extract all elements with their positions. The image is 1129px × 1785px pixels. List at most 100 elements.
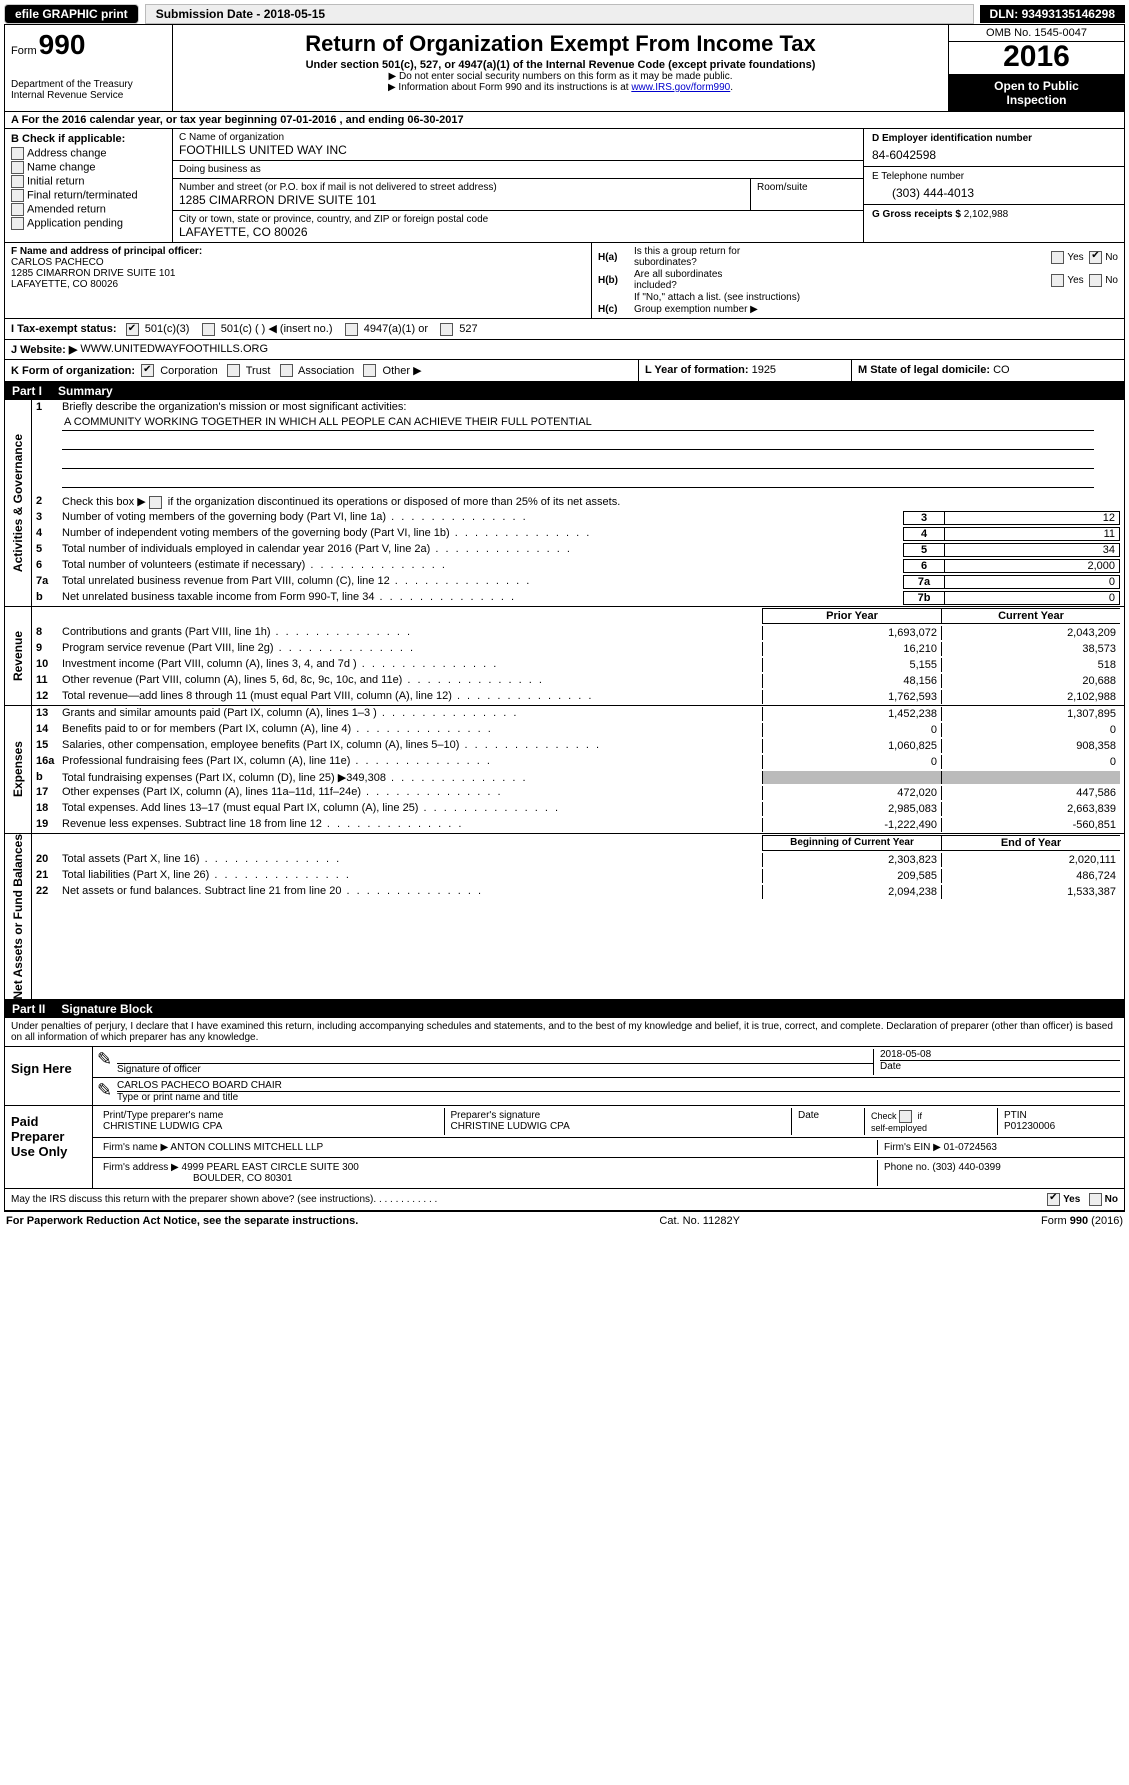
- summary-line-4: Number of independent voting members of …: [62, 527, 899, 541]
- open-to-public: Open to PublicInspection: [949, 75, 1124, 111]
- checkbox-527[interactable]: [440, 323, 453, 336]
- dln: DLN: 93493135146298: [980, 5, 1125, 23]
- checkbox-discuss-yes[interactable]: [1047, 1193, 1060, 1206]
- checkbox-association[interactable]: [280, 364, 293, 377]
- firm-name: ANTON COLLINS MITCHELL LLP: [170, 1142, 323, 1153]
- checkbox-trust[interactable]: [227, 364, 240, 377]
- street-value: 1285 CIMARRON DRIVE SUITE 101: [179, 193, 744, 207]
- mission-label: Briefly describe the organization's miss…: [62, 401, 1120, 413]
- line-10-text: Investment income (Part VIII, column (A)…: [62, 658, 762, 672]
- ptin-value: P01230006: [1004, 1121, 1114, 1132]
- line-b-text: Total fundraising expenses (Part IX, col…: [62, 771, 762, 784]
- summary-line-3: Number of voting members of the governin…: [62, 511, 899, 525]
- perjury-statement: Under penalties of perjury, I declare th…: [5, 1018, 1124, 1047]
- efile-print-button[interactable]: efile GRAPHIC print: [4, 4, 139, 24]
- room-suite-label: Room/suite: [751, 179, 863, 210]
- line-19-current: -560,851: [941, 818, 1120, 832]
- officer-label: F Name and address of principal officer:: [11, 246, 585, 257]
- sig-officer-label: Signature of officer: [117, 1064, 873, 1075]
- summary-value-b: 0: [945, 591, 1120, 605]
- checkbox-self-employed[interactable]: [899, 1110, 912, 1123]
- form-number: Form990: [11, 29, 166, 61]
- checkbox-other[interactable]: [363, 364, 376, 377]
- tax-year: 2016: [949, 42, 1124, 75]
- city-value: LAFAYETTE, CO 80026: [179, 225, 857, 239]
- vlabel-revenue: Revenue: [11, 631, 25, 681]
- end-year-header: End of Year: [941, 835, 1120, 851]
- submission-date: Submission Date - 2018-05-15: [145, 4, 974, 24]
- summary-value-3: 12: [945, 511, 1120, 525]
- checkbox-hb-no[interactable]: [1089, 274, 1102, 287]
- ein-value: 84-6042598: [872, 148, 1116, 162]
- ein-label: D Employer identification number: [872, 133, 1116, 144]
- line-15-prior: 1,060,825: [762, 739, 941, 753]
- summary-value-4: 11: [945, 527, 1120, 541]
- page-footer: For Paperwork Reduction Act Notice, see …: [4, 1211, 1125, 1230]
- line-14-current: 0: [941, 723, 1120, 737]
- line-18-current: 2,663,839: [941, 802, 1120, 816]
- paid-preparer-label: Paid Preparer Use Only: [5, 1106, 93, 1188]
- line-17-text: Other expenses (Part IX, column (A), lin…: [62, 786, 762, 800]
- row-i-tax-exempt: I Tax-exempt status: 501(c)(3) 501(c) ( …: [4, 319, 1125, 340]
- col-b-checkboxes: B Check if applicable: Address change Na…: [5, 129, 173, 242]
- line-9-current: 38,573: [941, 642, 1120, 656]
- irs-link[interactable]: www.IRS.gov/form990: [631, 82, 730, 93]
- sig-date-label: Date: [880, 1061, 1120, 1072]
- checkbox-application-pending[interactable]: [11, 217, 24, 230]
- checkbox-amended[interactable]: [11, 203, 24, 216]
- firm-ein: 01-0724563: [944, 1142, 997, 1153]
- line-10-prior: 5,155: [762, 658, 941, 672]
- line-18-text: Total expenses. Add lines 13–17 (must eq…: [62, 802, 762, 816]
- checkbox-4947[interactable]: [345, 323, 358, 336]
- line-17-current: 447,586: [941, 786, 1120, 800]
- checkbox-discontinued[interactable]: [149, 496, 162, 509]
- line-17-prior: 472,020: [762, 786, 941, 800]
- ssn-warning: ▶ Do not enter social security numbers o…: [179, 71, 942, 82]
- checkbox-corporation[interactable]: [141, 364, 154, 377]
- line-8-text: Contributions and grants (Part VIII, lin…: [62, 626, 762, 640]
- firm-addr1: 4999 PEARL EAST CIRCLE SUITE 300: [182, 1162, 359, 1173]
- row-j-website: J Website: ▶ WWW.UNITEDWAYFOOTHILLS.ORG: [4, 340, 1125, 360]
- line-12-text: Total revenue—add lines 8 through 11 (mu…: [62, 690, 762, 704]
- preparer-sig: CHRISTINE LUDWIG CPA: [451, 1121, 786, 1132]
- line-13-current: 1,307,895: [941, 707, 1120, 721]
- col-h: H(a) Is this a group return forsubordina…: [592, 243, 1124, 318]
- org-name: FOOTHILLS UNITED WAY INC: [179, 143, 857, 157]
- checkbox-final-return[interactable]: [11, 189, 24, 202]
- checkbox-initial-return[interactable]: [11, 175, 24, 188]
- checkbox-501c3[interactable]: [126, 323, 139, 336]
- checkbox-hb-yes[interactable]: [1051, 274, 1064, 287]
- line-22-prior: 2,094,238: [762, 885, 941, 899]
- officer-addr1: 1285 CIMARRON DRIVE SUITE 101: [11, 268, 585, 279]
- line-15-text: Salaries, other compensation, employee b…: [62, 739, 762, 753]
- part-2-header: Part IISignature Block: [4, 1000, 1125, 1018]
- line-20-current: 2,020,111: [941, 853, 1120, 867]
- checkbox-501c[interactable]: [202, 323, 215, 336]
- line-16a-current: 0: [941, 755, 1120, 769]
- checkbox-discuss-no[interactable]: [1089, 1193, 1102, 1206]
- line-20-text: Total assets (Part X, line 16): [62, 853, 762, 867]
- current-year-header: Current Year: [941, 608, 1120, 624]
- row-a-tax-year: A For the 2016 calendar year, or tax yea…: [4, 112, 1125, 129]
- checkbox-name-change[interactable]: [11, 161, 24, 174]
- line-20-prior: 2,303,823: [762, 853, 941, 867]
- gross-receipts-value: 2,102,988: [964, 209, 1009, 220]
- mission-text: A COMMUNITY WORKING TOGETHER IN WHICH AL…: [62, 416, 1094, 431]
- line-8-prior: 1,693,072: [762, 626, 941, 640]
- gross-receipts-label: G Gross receipts $: [872, 209, 961, 220]
- checkbox-ha-no[interactable]: [1089, 251, 1102, 264]
- line-18-prior: 2,985,083: [762, 802, 941, 816]
- form-subtitle: Under section 501(c), 527, or 4947(a)(1)…: [179, 59, 942, 71]
- telephone-label: E Telephone number: [872, 171, 1116, 182]
- checkbox-address-change[interactable]: [11, 147, 24, 160]
- firm-phone: (303) 440-0399: [932, 1162, 1000, 1173]
- line-11-text: Other revenue (Part VIII, column (A), li…: [62, 674, 762, 688]
- summary-line-b: Net unrelated business taxable income fr…: [62, 591, 899, 605]
- line-b-prior: [762, 771, 941, 784]
- name-title-label: Type or print name and title: [117, 1092, 1120, 1103]
- instructions-link-line: ▶ Information about Form 990 and its ins…: [179, 82, 942, 93]
- begin-year-header: Beginning of Current Year: [762, 835, 941, 851]
- line-13-text: Grants and similar amounts paid (Part IX…: [62, 707, 762, 721]
- vlabel-governance: Activities & Governance: [11, 434, 25, 572]
- checkbox-ha-yes[interactable]: [1051, 251, 1064, 264]
